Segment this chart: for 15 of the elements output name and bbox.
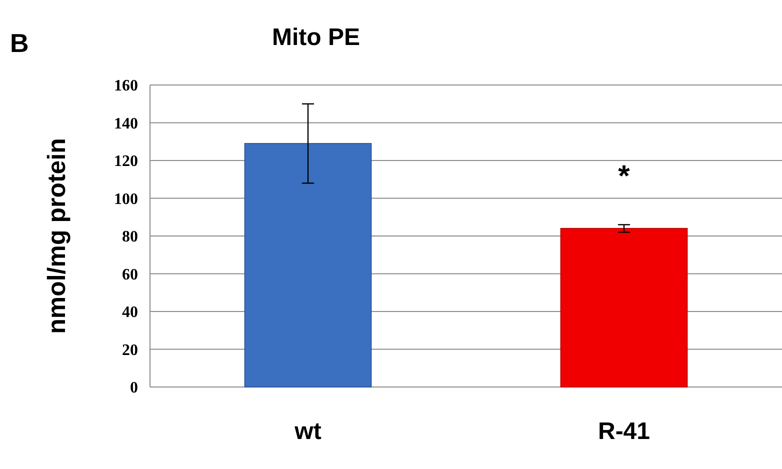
y-tick-label: 40 bbox=[122, 304, 138, 322]
text: B bbox=[10, 28, 29, 58]
y-tick-label: 100 bbox=[114, 190, 138, 208]
y-tick-label: 60 bbox=[122, 266, 138, 284]
y-tick-label: 0 bbox=[130, 380, 138, 397]
y-tick-label: 160 bbox=[114, 78, 138, 95]
y-tick-label: 120 bbox=[114, 153, 138, 170]
y-tick-label: 80 bbox=[122, 228, 138, 246]
annotation: * bbox=[618, 160, 630, 193]
y-axis-title: nmol/mg protein bbox=[43, 138, 71, 334]
y-tick-label: 20 bbox=[122, 342, 138, 359]
x-tick-label: wt bbox=[294, 418, 322, 445]
x-tick-label: R-41 bbox=[598, 418, 650, 445]
y-tick-label: 140 bbox=[114, 115, 138, 132]
chart-title: Mito PE bbox=[272, 24, 360, 51]
